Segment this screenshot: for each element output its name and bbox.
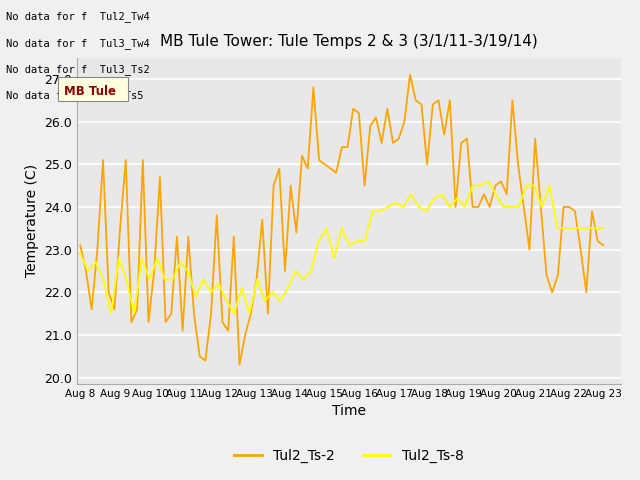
Y-axis label: Temperature (C): Temperature (C) <box>24 164 38 277</box>
X-axis label: Time: Time <box>332 405 366 419</box>
Text: No data for f  Tul3_Ts2: No data for f Tul3_Ts2 <box>6 64 150 75</box>
Text: No data for f  Tul3_Tw4: No data for f Tul3_Tw4 <box>6 37 150 48</box>
Title: MB Tule Tower: Tule Temps 2 & 3 (3/1/11-3/19/14): MB Tule Tower: Tule Temps 2 & 3 (3/1/11-… <box>160 35 538 49</box>
Text: No data for f  Tul2_Tw4: No data for f Tul2_Tw4 <box>6 11 150 22</box>
Legend: Tul2_Ts-2, Tul2_Ts-8: Tul2_Ts-2, Tul2_Ts-8 <box>228 443 469 468</box>
Text: MB Tule: MB Tule <box>64 84 116 97</box>
Text: No data for f  LMB_Ts5: No data for f LMB_Ts5 <box>6 90 144 101</box>
